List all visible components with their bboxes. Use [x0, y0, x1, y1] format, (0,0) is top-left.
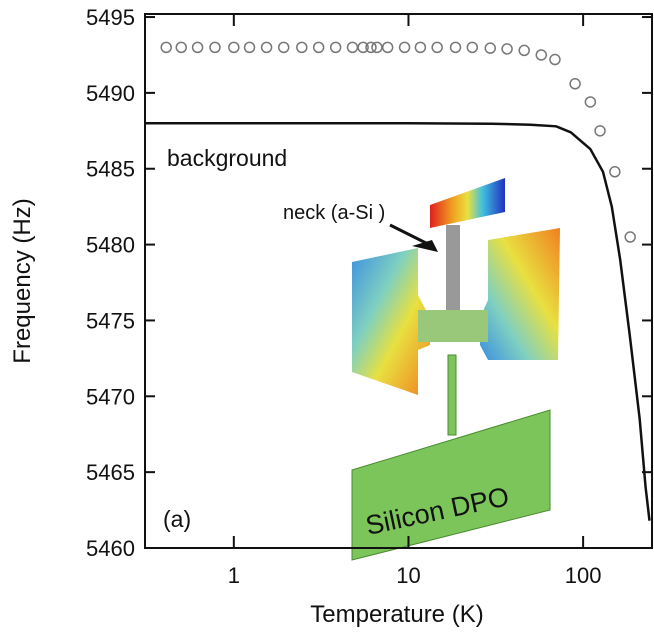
point	[585, 97, 595, 107]
point	[595, 126, 605, 136]
point	[570, 79, 580, 89]
point	[536, 50, 546, 60]
point	[262, 42, 272, 52]
y-tick-label: 5475	[86, 308, 135, 333]
annotation: (a)	[163, 506, 191, 532]
legend-label: background	[167, 145, 287, 171]
point	[415, 42, 425, 52]
point	[502, 44, 512, 54]
y-tick-label: 5495	[86, 5, 135, 30]
point	[432, 42, 442, 52]
x-tick-label: 1	[228, 563, 240, 588]
point	[372, 42, 382, 52]
y-tick-label: 5460	[86, 536, 135, 561]
y-tick-label: 5480	[86, 233, 135, 258]
y-tick-label: 5490	[86, 81, 135, 106]
point	[245, 42, 255, 52]
point	[383, 42, 393, 52]
x-tick-label: 100	[565, 563, 602, 588]
point	[625, 232, 635, 242]
point	[485, 43, 495, 53]
point	[331, 42, 341, 52]
x-axis-title: Temperature (K)	[310, 601, 483, 628]
point	[176, 42, 186, 52]
point	[193, 42, 203, 52]
point	[400, 42, 410, 52]
point	[451, 42, 461, 52]
x-tick-label: 10	[396, 563, 420, 588]
y-tick-label: 5485	[86, 157, 135, 182]
point	[279, 42, 289, 52]
chart: Temperature (K) Frequency (Hz) 5460 5465 5…	[0, 0, 654, 635]
point	[210, 42, 220, 52]
point	[347, 42, 357, 52]
y-tick-label: 5465	[86, 460, 135, 485]
point	[161, 42, 171, 52]
series-label: neck (a-Si )	[283, 202, 385, 224]
point	[467, 42, 477, 52]
y-axis-title: Frequency (Hz)	[9, 198, 36, 363]
point	[314, 42, 324, 52]
point	[297, 42, 307, 52]
point	[229, 42, 239, 52]
y-tick-label: 5470	[86, 384, 135, 409]
point	[519, 45, 529, 55]
point	[610, 167, 620, 177]
point	[550, 55, 560, 65]
